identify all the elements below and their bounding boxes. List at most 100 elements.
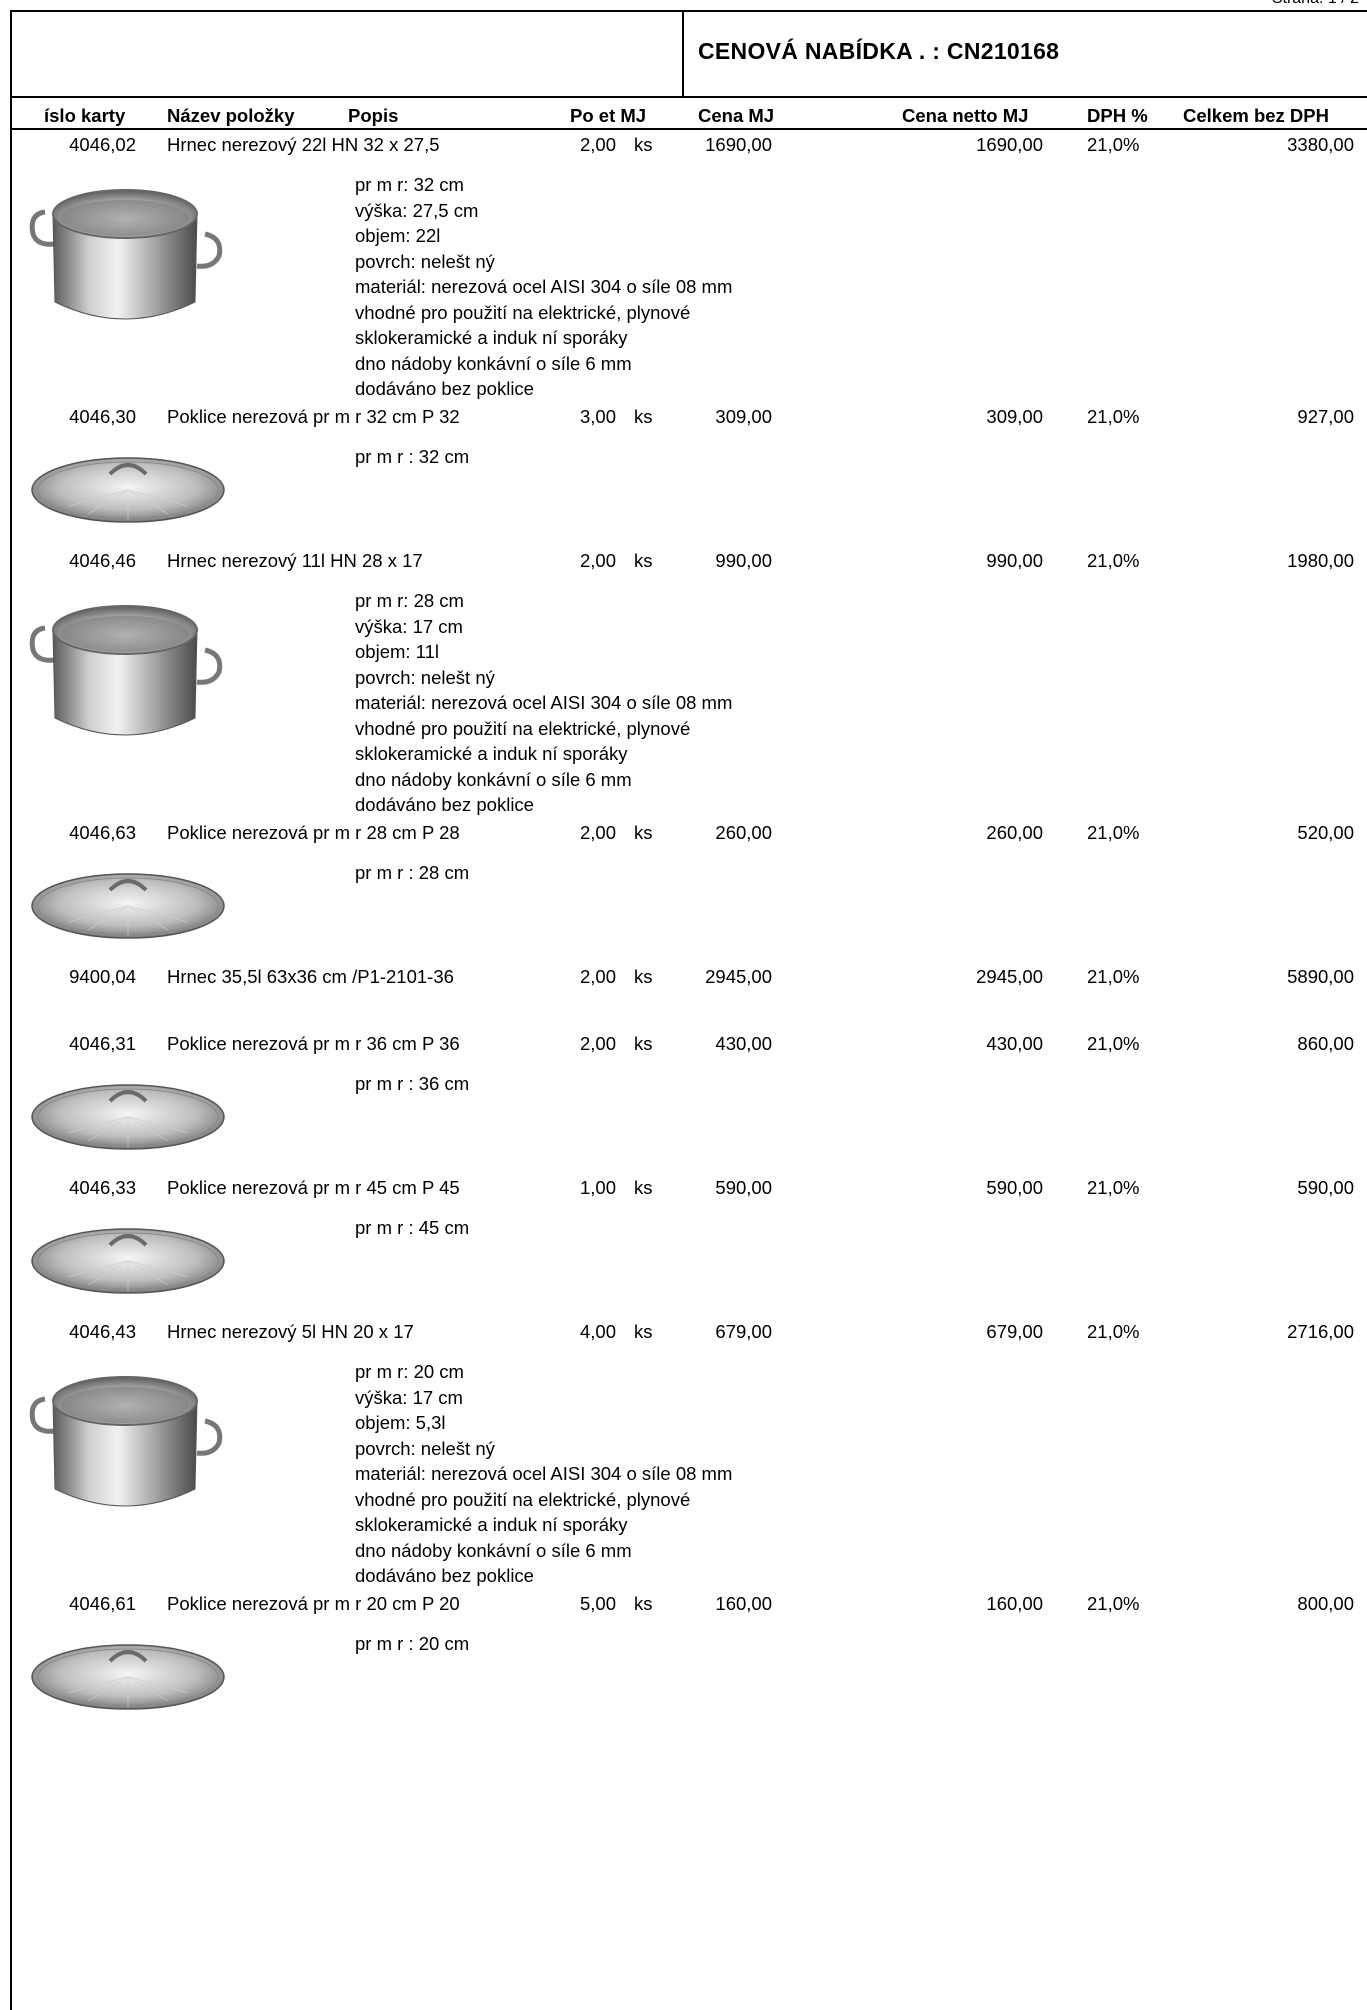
header-divider-vertical xyxy=(682,10,684,98)
description-line: pr m r: 28 cm xyxy=(355,590,464,611)
description-line: pr m r : 32 cm xyxy=(355,446,470,467)
row-price: 2945,00 xyxy=(705,966,772,987)
row-description: pr m r : 36 cm xyxy=(355,1071,469,1097)
col-header-total: Celkem bez DPH xyxy=(1183,105,1329,126)
row-card-number: 9400,04 xyxy=(69,966,136,987)
row-vat: 21,0% xyxy=(1087,134,1140,155)
row-vat: 21,0% xyxy=(1087,406,1140,427)
col-header-net: Cena netto MJ xyxy=(902,105,1029,126)
row-price: 430,00 xyxy=(715,1033,772,1054)
row-card-number: 4046,33 xyxy=(69,1177,136,1198)
row-unit: ks xyxy=(634,1177,653,1198)
row-description: pr m r: 28 cm výška: 17 cm objem: 11l povrc… xyxy=(355,588,732,818)
row-quantity: 2,00 xyxy=(579,134,616,155)
description-line: dodáváno bez poklice xyxy=(355,378,534,399)
row-total: 590,00 xyxy=(1297,1177,1354,1198)
description-line: objem: 22l xyxy=(355,225,441,246)
description-line: pr m r: 32 cm xyxy=(355,174,464,195)
description-line: dno nádoby konkávní o síle 6 mm xyxy=(355,1539,632,1561)
row-total: 927,00 xyxy=(1297,406,1354,427)
row-description: pr m r : 32 cm xyxy=(355,444,469,470)
row-item-name: Poklice nerezová pr m r 32 cm P 32 xyxy=(167,406,460,427)
row-item-name: Poklice nerezová pr m r 20 cm P 20 xyxy=(167,1593,460,1614)
row-net-price: 679,00 xyxy=(986,1321,1043,1342)
row-price: 309,00 xyxy=(715,406,772,427)
row-unit: ks xyxy=(634,406,653,427)
row-net-price: 430,00 xyxy=(986,1033,1043,1054)
lid-image xyxy=(30,456,226,524)
description-line: povrch: nelešt ný xyxy=(355,1437,495,1459)
description-line: sklokeramické a induk ní sporáky xyxy=(355,327,628,348)
row-card-number: 4046,63 xyxy=(69,822,136,843)
row-unit: ks xyxy=(634,550,653,571)
row-vat: 21,0% xyxy=(1087,1033,1140,1054)
row-vat: 21,0% xyxy=(1087,1321,1140,1342)
row-total: 2716,00 xyxy=(1287,1321,1354,1342)
row-item-name: Poklice nerezová pr m r 28 cm P 28 xyxy=(167,822,460,843)
col-header-price: Cena MJ xyxy=(698,105,775,126)
lid-image xyxy=(30,1227,226,1295)
description-line: materiál: nerezová ocel AISI 304 o síle … xyxy=(355,692,733,713)
col-header-card: íslo karty xyxy=(44,105,126,126)
lid-image xyxy=(30,872,226,940)
description-line: vhodné pro použití na elektrické, plynov… xyxy=(355,301,691,323)
description-line: výška: 17 cm xyxy=(355,615,463,637)
row-item-name: Hrnec nerezový 11l HN 28 x 17 xyxy=(167,550,423,571)
row-description: pr m r : 28 cm xyxy=(355,860,469,886)
row-description: pr m r : 45 cm xyxy=(355,1215,469,1241)
row-card-number: 4046,31 xyxy=(69,1033,136,1054)
row-description: pr m r: 32 cm výška: 27,5 cm objem: 22l pov… xyxy=(355,172,732,402)
row-item-name: Hrnec nerezový 22l HN 32 x 27,5 xyxy=(167,134,440,155)
col-header-vat: DPH % xyxy=(1087,105,1148,126)
description-line: sklokeramické a induk ní sporáky xyxy=(355,743,628,764)
row-unit: ks xyxy=(634,1593,653,1614)
row-card-number: 4046,30 xyxy=(69,406,136,427)
row-card-number: 4046,61 xyxy=(69,1593,136,1614)
description-line: povrch: nelešt ný xyxy=(355,666,495,688)
lid-image xyxy=(30,1083,226,1151)
row-net-price: 990,00 xyxy=(986,550,1043,571)
row-net-price: 260,00 xyxy=(986,822,1043,843)
row-quantity: 5,00 xyxy=(579,1593,616,1614)
row-net-price: 309,00 xyxy=(986,406,1043,427)
pot-image xyxy=(25,590,225,750)
row-unit: ks xyxy=(634,1321,653,1342)
row-card-number: 4046,43 xyxy=(69,1321,136,1342)
document-title: CENOVÁ NABÍDKA . : CN210168 xyxy=(698,38,1060,64)
description-line: pr m r : 36 cm xyxy=(355,1073,470,1094)
row-quantity: 4,00 xyxy=(579,1321,616,1342)
row-quantity: 3,00 xyxy=(579,406,616,427)
description-line: materiál: nerezová ocel AISI 304 o síle … xyxy=(355,1463,733,1484)
row-price: 1690,00 xyxy=(705,134,772,155)
row-price: 160,00 xyxy=(715,1593,772,1614)
description-line: pr m r : 20 cm xyxy=(355,1633,470,1654)
row-description: pr m r : 20 cm xyxy=(355,1631,469,1657)
row-total: 5890,00 xyxy=(1287,966,1354,987)
description-line: pr m r : 45 cm xyxy=(355,1217,470,1238)
col-header-qty: Po et MJ xyxy=(570,105,647,126)
pot-image xyxy=(25,174,225,334)
col-header-desc: Popis xyxy=(348,105,399,126)
row-quantity: 2,00 xyxy=(579,822,616,843)
row-item-name: Poklice nerezová pr m r 36 cm P 36 xyxy=(167,1033,460,1054)
row-total: 1980,00 xyxy=(1287,550,1354,571)
row-unit: ks xyxy=(634,822,653,843)
row-description: pr m r: 20 cm výška: 17 cm objem: 5,3l povr… xyxy=(355,1359,732,1589)
row-total: 860,00 xyxy=(1297,1033,1354,1054)
description-line: dno nádoby konkávní o síle 6 mm xyxy=(355,352,632,374)
row-vat: 21,0% xyxy=(1087,966,1140,987)
description-line: dodáváno bez poklice xyxy=(355,1565,534,1586)
description-line: výška: 27,5 cm xyxy=(355,199,479,221)
row-unit: ks xyxy=(634,966,653,987)
header-divider-horizontal xyxy=(682,10,1367,12)
row-unit: ks xyxy=(634,134,653,155)
row-net-price: 160,00 xyxy=(986,1593,1043,1614)
description-line: sklokeramické a induk ní sporáky xyxy=(355,1514,628,1535)
row-item-name: Hrnec nerezový 5l HN 20 x 17 xyxy=(167,1321,414,1342)
row-card-number: 4046,02 xyxy=(69,134,136,155)
row-price: 590,00 xyxy=(715,1177,772,1198)
row-price: 679,00 xyxy=(715,1321,772,1342)
row-total: 520,00 xyxy=(1297,822,1354,843)
description-line: povrch: nelešt ný xyxy=(355,250,495,272)
row-item-name: Hrnec 35,5l 63x36 cm /P1-2101-36 xyxy=(167,966,454,987)
